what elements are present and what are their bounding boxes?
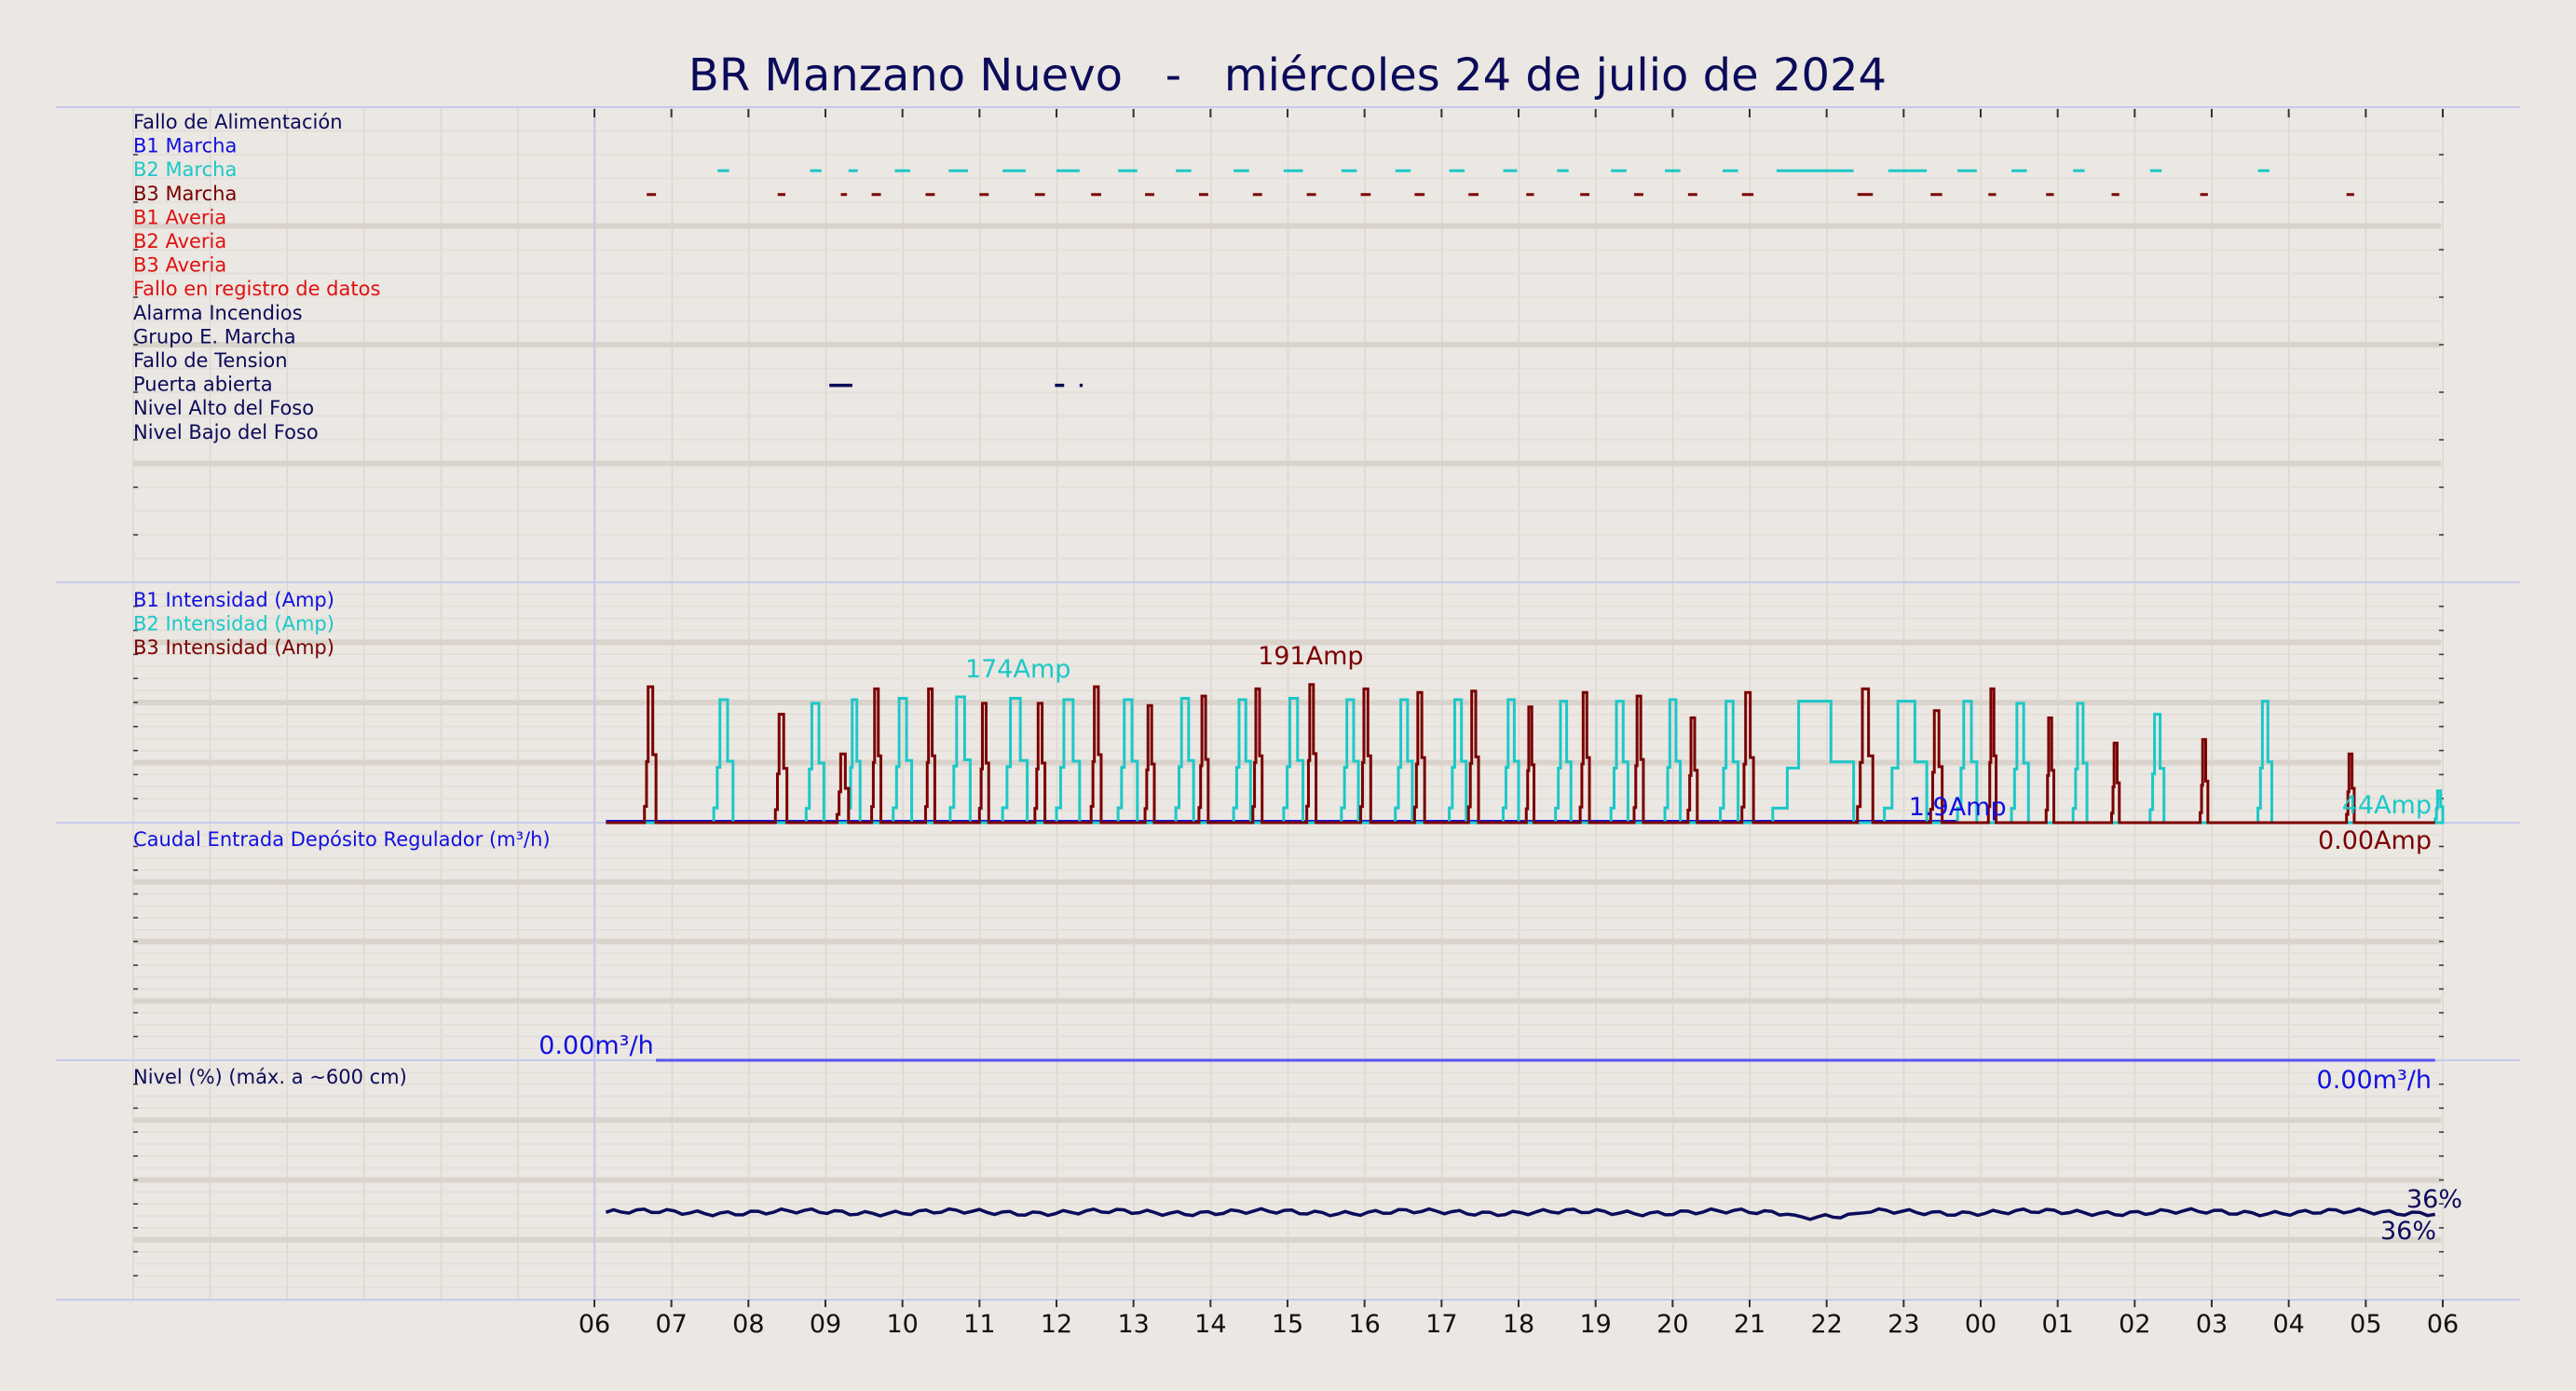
x-tick-label: 22	[1810, 1310, 1842, 1339]
value-annotation: 36%	[2406, 1185, 2462, 1214]
value-annotation: 36%	[2380, 1217, 2436, 1246]
value-annotation: 191Amp	[1258, 642, 1363, 671]
series-label: B3 Averia	[133, 254, 226, 277]
x-tick-label: 05	[2350, 1310, 2381, 1339]
x-tick-label: 04	[2272, 1310, 2304, 1339]
series-label: B1 Marcha	[133, 135, 237, 157]
series-label: B2 Intensidad (Amp)	[133, 613, 334, 635]
x-tick-label: 13	[1117, 1310, 1149, 1339]
x-tick-label: 20	[1656, 1310, 1688, 1339]
x-tick-label: 03	[2196, 1310, 2228, 1339]
x-tick-label: 06	[2427, 1310, 2459, 1339]
series-label: Grupo E. Marcha	[133, 325, 296, 348]
series-label: Caudal Entrada Depósito Regulador (m³/h)	[133, 828, 551, 851]
x-tick-label: 02	[2119, 1310, 2150, 1339]
x-axis: 06 07 08 09 10 11 12 13 14 15 16 17 18 19 20 21 22 23 00 01…	[579, 1300, 2459, 1339]
value-annotation: 0.00m³/h	[538, 1031, 653, 1060]
x-tick-label: 00	[1965, 1310, 1997, 1339]
x-tick-label: 09	[810, 1310, 841, 1339]
x-tick-label: 01	[2041, 1310, 2073, 1339]
grid	[132, 107, 2444, 1300]
x-tick-label: 15	[1272, 1310, 1303, 1339]
value-annotation: 1.9Amp	[1909, 793, 2007, 822]
chart-title: BR Manzano Nuevo - miércoles 24 de julio…	[688, 49, 1887, 102]
series-label: B2 Averia	[133, 230, 226, 252]
value-annotation: 44Amp	[2342, 791, 2432, 820]
series-label: Nivel Bajo del Foso	[133, 421, 319, 443]
x-tick-label: 19	[1579, 1310, 1611, 1339]
x-tick-label: 21	[1734, 1310, 1765, 1339]
x-tick-label: 10	[886, 1310, 918, 1339]
x-tick-label: 11	[963, 1310, 995, 1339]
series-label: B3 Intensidad (Amp)	[133, 636, 334, 659]
series-label: B2 Marcha	[133, 158, 237, 181]
series-b3-intensidad	[606, 683, 2435, 825]
series-label: Fallo de Tension	[133, 349, 288, 372]
x-tick-label: 06	[579, 1310, 610, 1339]
series-label: Alarma Incendios	[133, 302, 303, 324]
data-series	[605, 169, 2445, 1221]
value-annotation: 174Amp	[965, 655, 1070, 684]
x-tick-label: 14	[1194, 1310, 1226, 1339]
x-tick-label: 16	[1348, 1310, 1380, 1339]
series-label: Fallo en registro de datos	[133, 278, 380, 300]
x-tick-label: 18	[1503, 1310, 1534, 1339]
series-label: B1 Averia	[133, 206, 226, 228]
x-tick-label: 17	[1425, 1310, 1457, 1339]
series-label: B1 Intensidad (Amp)	[133, 589, 334, 611]
series-b2-intensidad	[606, 695, 2445, 825]
series-label: Nivel Alto del Foso	[133, 397, 314, 419]
value-annotations: 174Amp 191Amp 1.9Amp 44Amp 0.00Amp 0.00m³/h 0.…	[538, 642, 2462, 1246]
x-tick-label: 07	[655, 1310, 687, 1339]
x-tick-label: 23	[1888, 1310, 1919, 1339]
series-label: Fallo de Alimentación	[133, 111, 343, 133]
series-label: Puerta abierta	[133, 374, 273, 396]
series-nivel	[605, 1207, 2435, 1221]
value-annotation: 0.00Amp	[2318, 826, 2432, 855]
x-tick-label: 08	[732, 1310, 764, 1339]
series-label: B3 Marcha	[133, 183, 237, 205]
series-label: Nivel (%) (máx. a ~600 cm)	[133, 1066, 407, 1088]
x-tick-label: 12	[1041, 1310, 1072, 1339]
value-annotation: 0.00m³/h	[2317, 1066, 2432, 1095]
